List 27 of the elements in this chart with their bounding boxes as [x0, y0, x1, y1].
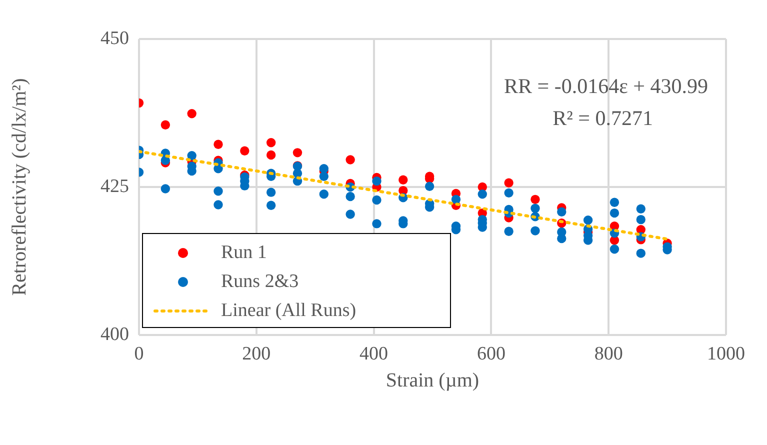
- point: [530, 194, 540, 204]
- point: [160, 120, 170, 130]
- point: [187, 108, 196, 118]
- x-tick-label: 0: [134, 343, 144, 364]
- point: [240, 146, 250, 156]
- legend-label: Runs 2&3: [221, 270, 299, 292]
- x-tick-label: 1000: [707, 343, 745, 364]
- point: [398, 175, 408, 184]
- legend-label: Run 1: [221, 242, 267, 264]
- x-tick-label: 200: [242, 343, 271, 364]
- x-tick-label: 400: [360, 343, 388, 364]
- point: [266, 150, 276, 160]
- y-tick-label: 425: [100, 176, 129, 197]
- point: [504, 178, 514, 188]
- point: [292, 148, 302, 158]
- x-tick-label: 800: [594, 343, 623, 364]
- y-tick-label: 400: [100, 324, 129, 345]
- y-tick-label: 450: [100, 28, 129, 49]
- annotation: RR = -0.0164ε + 430.99: [504, 74, 708, 98]
- x-tick-label: 600: [476, 343, 506, 364]
- y-axis-title: Retroreflectivity (cd/lx/m²): [8, 78, 30, 296]
- annotation: R² = 0.7271: [552, 106, 653, 130]
- point: [346, 155, 355, 164]
- point: [266, 138, 276, 148]
- legend-label: Linear (All Runs): [221, 300, 356, 322]
- x-axis-title: Strain (µm): [386, 369, 480, 392]
- point: [214, 140, 223, 149]
